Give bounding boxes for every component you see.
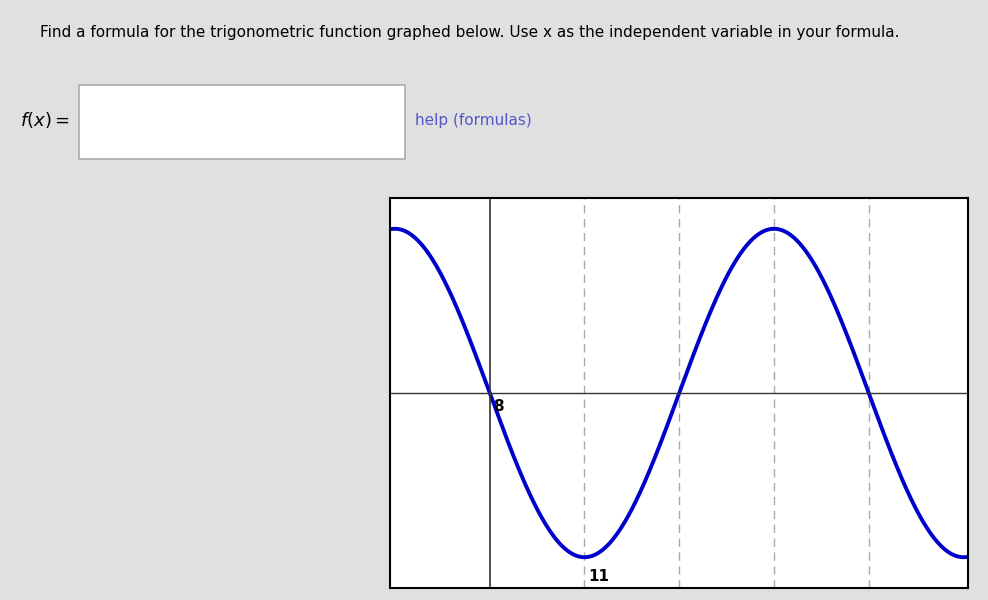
FancyBboxPatch shape xyxy=(79,85,405,160)
Text: Find a formula for the trigonometric function graphed below. Use x as the indepe: Find a formula for the trigonometric fun… xyxy=(40,25,899,40)
Text: $f(x) =$: $f(x) =$ xyxy=(20,110,69,130)
Text: 11: 11 xyxy=(588,569,610,584)
Text: help (formulas): help (formulas) xyxy=(415,113,532,127)
Text: 8: 8 xyxy=(494,399,504,414)
